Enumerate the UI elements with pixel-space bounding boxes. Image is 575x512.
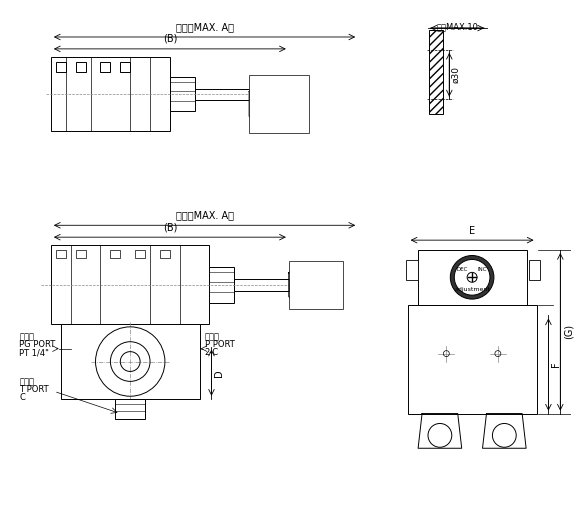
Text: （最大MAX. A）: （最大MAX. A） (175, 22, 233, 32)
Bar (110, 250, 120, 258)
Bar (120, 62, 130, 72)
Text: T PORT: T PORT (19, 385, 49, 394)
Text: 2-C: 2-C (205, 348, 218, 357)
Bar (51, 245, 209, 325)
Bar (234, 279, 289, 291)
Text: DEC: DEC (457, 267, 468, 272)
Bar (194, 89, 249, 100)
Text: 測圧口: 測圧口 (19, 332, 34, 342)
Bar (406, 260, 417, 280)
Text: (B): (B) (163, 34, 177, 44)
Bar (76, 250, 86, 258)
Bar (76, 62, 86, 72)
Text: ø30: ø30 (451, 66, 461, 83)
Text: 最大MAX.10: 最大MAX.10 (436, 22, 478, 31)
Bar (249, 75, 309, 133)
Bar (528, 260, 540, 280)
Text: E: E (469, 226, 475, 236)
Bar (417, 250, 527, 305)
Circle shape (450, 255, 494, 299)
Text: P PORT: P PORT (205, 340, 234, 349)
Bar (101, 62, 110, 72)
Text: (B): (B) (163, 222, 177, 232)
Bar (116, 399, 145, 418)
Text: PG PORT: PG PORT (19, 340, 55, 349)
Text: F: F (551, 361, 561, 367)
Bar (51, 57, 170, 131)
Text: adjustment: adjustment (454, 287, 490, 292)
Bar (56, 250, 66, 258)
Bar (170, 77, 194, 111)
Text: 圧力口: 圧力口 (205, 332, 220, 342)
Text: （最大MAX. A）: （最大MAX. A） (175, 210, 233, 220)
Bar (430, 30, 443, 114)
Bar (408, 305, 536, 414)
Text: 回油口: 回油口 (19, 377, 34, 386)
Bar (56, 62, 66, 72)
Bar (135, 250, 145, 258)
Text: PT 1/4": PT 1/4" (19, 348, 49, 357)
Circle shape (454, 260, 490, 295)
Bar (289, 261, 343, 309)
Text: C: C (19, 393, 25, 402)
Text: D: D (214, 369, 224, 376)
Bar (160, 250, 170, 258)
Text: (G): (G) (564, 324, 573, 339)
Bar (61, 325, 200, 399)
Bar (209, 267, 234, 303)
Text: INC: INC (477, 267, 487, 272)
